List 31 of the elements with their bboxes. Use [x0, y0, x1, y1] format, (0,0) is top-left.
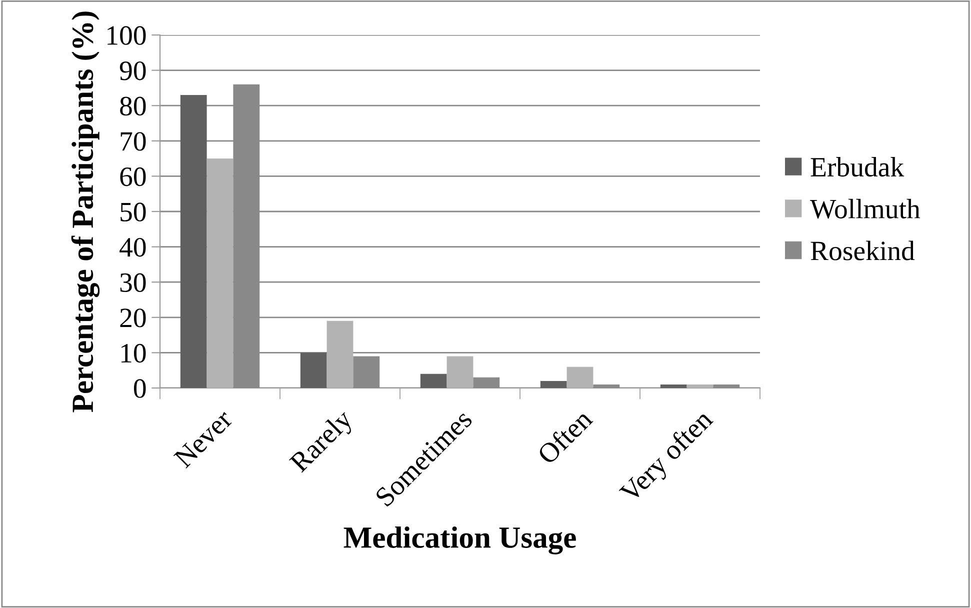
bar	[566, 366, 594, 388]
y-tick-label: 90	[120, 61, 146, 80]
legend-label: Erbudak	[810, 157, 904, 177]
bar	[660, 384, 687, 388]
bar	[686, 384, 714, 388]
bar	[540, 380, 567, 388]
y-tick-label: 60	[120, 167, 146, 186]
bar	[326, 320, 354, 388]
y-tick-label: 10	[121, 344, 146, 363]
y-tick-label: 40	[120, 238, 146, 257]
bar	[473, 377, 500, 388]
y-tick-label: 80	[120, 96, 146, 116]
x-axis-title: Medication Usage	[344, 526, 576, 554]
y-axis-title: Percentage of Participants (%)	[71, 12, 100, 412]
bar	[300, 352, 327, 388]
bar	[420, 374, 447, 388]
y-tick-label: 50	[120, 202, 146, 222]
bar	[206, 158, 234, 388]
y-tick-label: 100	[108, 26, 146, 45]
y-tick-label: 0	[134, 379, 146, 398]
bar	[353, 356, 380, 388]
legend-label: Wollmuth	[810, 198, 920, 219]
y-tick-label: 30	[120, 273, 146, 292]
y-tick-label: 20	[120, 308, 146, 328]
bar	[713, 384, 740, 388]
x-tick-label: Very often	[618, 408, 718, 508]
bar	[180, 95, 207, 388]
y-tick-label: 70	[120, 132, 146, 151]
bar	[593, 384, 620, 388]
bar	[446, 356, 474, 388]
legend-label: Rosekind	[810, 240, 915, 260]
